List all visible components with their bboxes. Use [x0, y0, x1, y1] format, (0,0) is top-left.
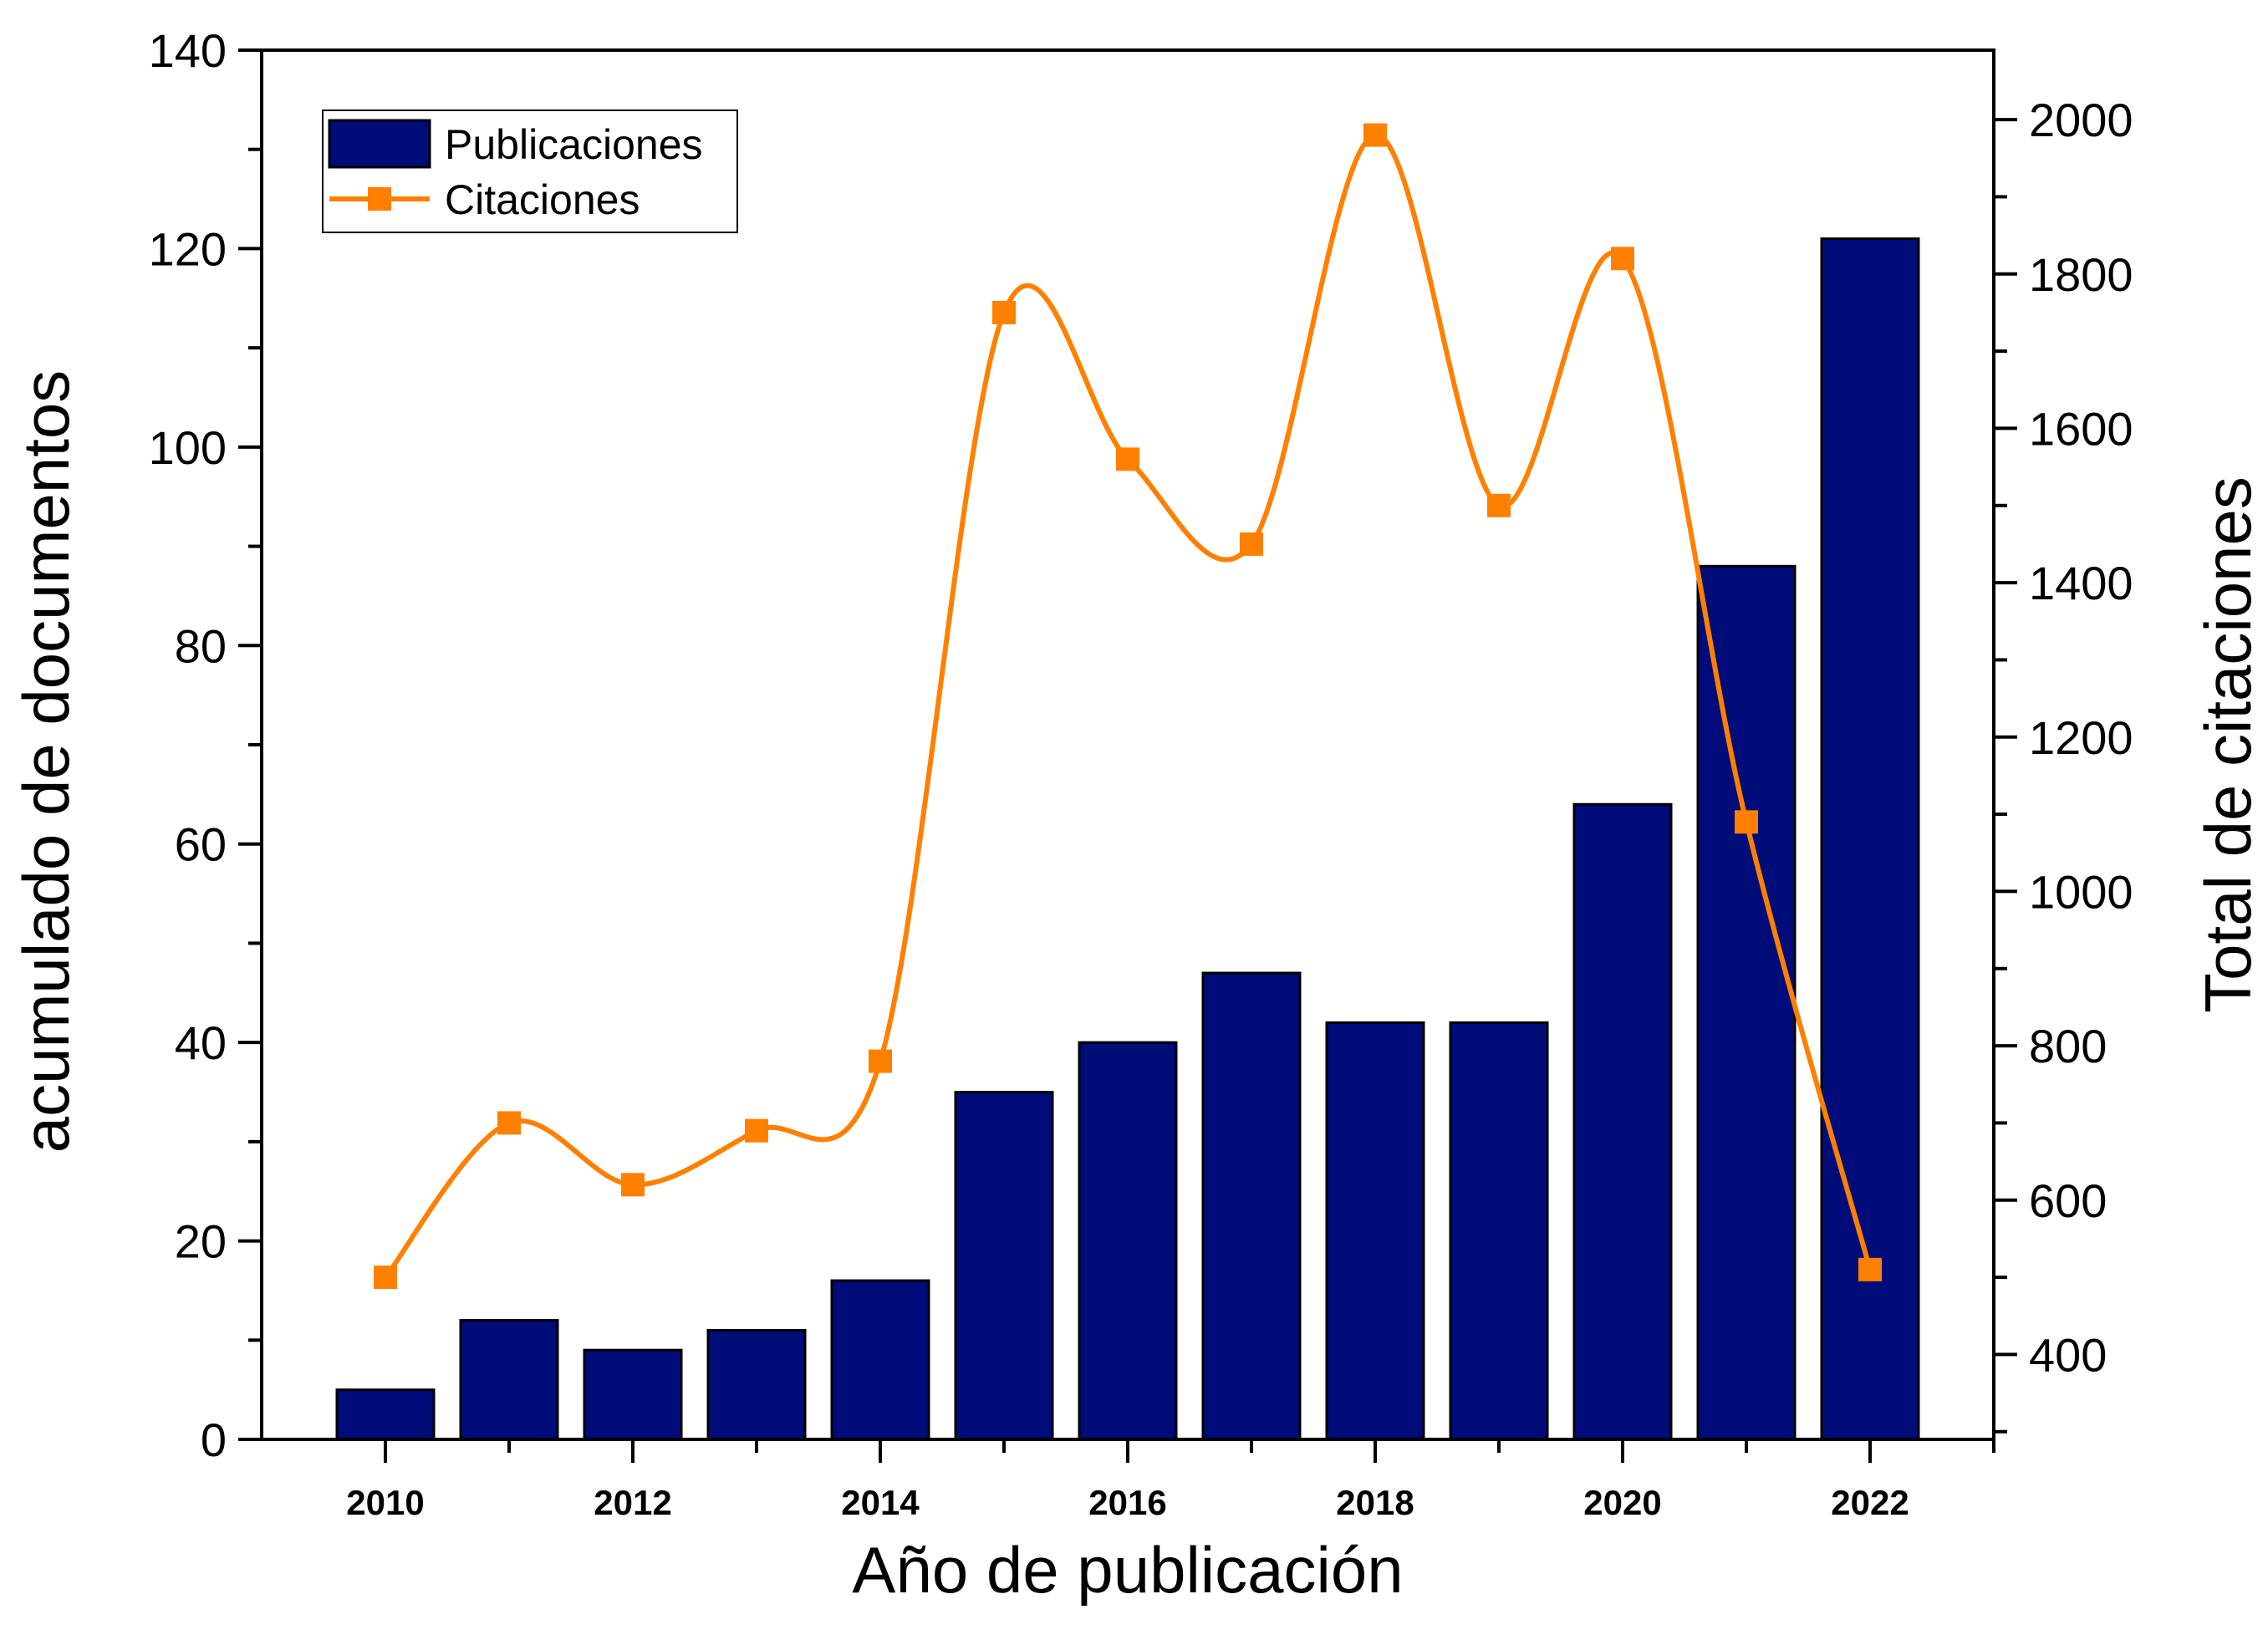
bar-2012: [583, 1348, 683, 1441]
citaciones-line: [383, 132, 1873, 1279]
citaciones-point-2018: [1363, 123, 1387, 147]
citaciones-point-2022: [1858, 1257, 1882, 1281]
bar-2017: [1201, 971, 1302, 1441]
citaciones-point-2015: [992, 300, 1016, 324]
bar-2013: [706, 1328, 807, 1441]
bar-2011: [459, 1319, 559, 1441]
y-right-tick-label-1600: 1600: [2029, 402, 2133, 455]
y-left-tick-label-20: 20: [175, 1215, 227, 1268]
citaciones-point-2017: [1240, 532, 1263, 556]
x-tick-label-2016: 2016: [1088, 1483, 1166, 1522]
legend-box: [322, 110, 738, 233]
x-tick-label-2022: 2022: [1831, 1483, 1909, 1522]
bar-2015: [954, 1091, 1054, 1441]
y-right-tick-label-400: 400: [2029, 1328, 2107, 1381]
legend-label-publicaciones: Publicaciones: [445, 121, 703, 168]
y-left-tick-label-0: 0: [201, 1413, 227, 1466]
y-left-tick-label-100: 100: [149, 421, 227, 474]
x-tick-label-2010: 2010: [346, 1483, 424, 1522]
y-left-tick-label-80: 80: [175, 619, 227, 672]
citaciones-point-2020: [1611, 247, 1634, 271]
y-right-tick-label-1000: 1000: [2029, 865, 2133, 918]
bar-2010: [335, 1388, 436, 1441]
citaciones-point-2021: [1735, 810, 1758, 834]
y-right-tick-label-600: 600: [2029, 1174, 2107, 1227]
citaciones-point-2013: [745, 1118, 768, 1143]
bar-2018: [1325, 1021, 1425, 1441]
y-right-tick-label-800: 800: [2029, 1020, 2107, 1072]
citaciones-point-2010: [374, 1266, 397, 1290]
y-left-tick-label-140: 140: [149, 24, 227, 77]
axes: [238, 48, 2017, 1463]
citaciones-point-2016: [1116, 447, 1139, 471]
x-tick-label-2018: 2018: [1336, 1483, 1414, 1522]
bar-2014: [830, 1279, 930, 1441]
citaciones-point-2011: [497, 1111, 521, 1135]
legend-label-citaciones: Citaciones: [445, 176, 640, 223]
x-tick-label-2012: 2012: [594, 1483, 671, 1522]
y-left-tick-label-60: 60: [175, 818, 227, 871]
y-axis-left-title: acumulado de documentos: [9, 370, 83, 1154]
x-axis-title: Año de publicación: [852, 1533, 1403, 1607]
legend-swatch-publicaciones: [328, 119, 431, 169]
y-right-tick-label-1200: 1200: [2029, 711, 2133, 764]
legend: Publicaciones Citaciones: [322, 110, 738, 233]
citaciones-point-2014: [869, 1049, 892, 1073]
bar-2019: [1449, 1021, 1549, 1441]
y-left-tick-label-40: 40: [175, 1016, 227, 1069]
line-series-citaciones: [374, 123, 1882, 1290]
y-left-tick-label-120: 120: [149, 222, 227, 275]
y-right-tick-label-2000: 2000: [2029, 94, 2133, 146]
bar-2016: [1078, 1041, 1178, 1441]
citaciones-point-2012: [621, 1173, 645, 1197]
x-tick-label-2014: 2014: [841, 1483, 920, 1522]
y-right-tick-label-1400: 1400: [2029, 557, 2133, 609]
y-axis-right-title: Total de citaciones: [2191, 476, 2265, 1013]
tick-labels: 2010 2012 2014 2016 2018 2020 2022 0 20 40 60 80 100…: [149, 24, 2133, 1522]
bar-2022: [1820, 237, 1920, 1441]
bar-2021: [1696, 564, 1797, 1441]
bar-2020: [1572, 802, 1673, 1441]
y-right-tick-label-1800: 1800: [2029, 248, 2133, 301]
x-tick-label-2020: 2020: [1583, 1483, 1661, 1522]
legend-swatch-citaciones-marker: [368, 187, 391, 211]
bar-series-publicaciones: [335, 237, 1920, 1441]
citaciones-point-2019: [1487, 493, 1511, 517]
